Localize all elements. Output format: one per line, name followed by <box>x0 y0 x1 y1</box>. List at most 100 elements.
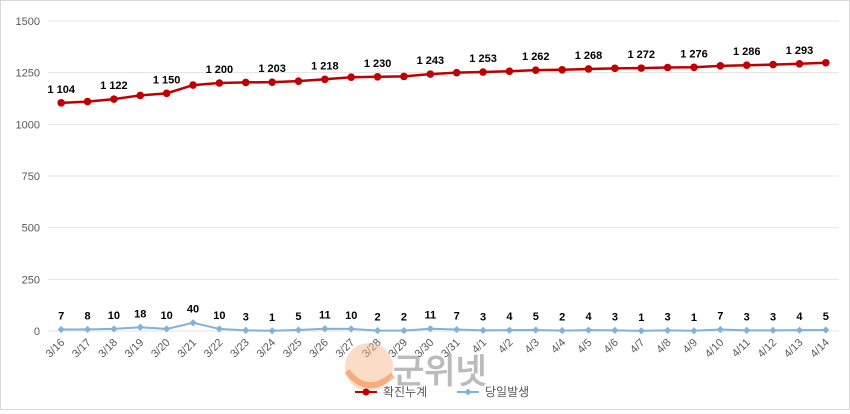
data-point <box>373 326 382 335</box>
data-point <box>215 325 223 333</box>
x-tick-label: 3/17 <box>70 337 94 361</box>
x-tick-label: 4/3 <box>523 337 542 356</box>
x-tick-label: 4/7 <box>628 337 647 356</box>
data-label: 8 <box>84 310 90 322</box>
data-point <box>769 60 777 69</box>
data-label: 7 <box>717 311 723 323</box>
x-tick-label: 4/6 <box>602 337 621 356</box>
data-point <box>57 325 65 334</box>
data-point <box>347 325 355 333</box>
x-tick-label: 4/9 <box>681 337 700 356</box>
data-point <box>611 64 619 73</box>
x-tick-label: 4/8 <box>654 337 673 356</box>
y-tick-label: 750 <box>22 171 40 183</box>
data-point <box>795 326 804 334</box>
data-point <box>532 326 540 334</box>
data-label: 3 <box>744 311 750 323</box>
x-tick-label: 4/13 <box>782 337 806 361</box>
data-point <box>453 325 461 334</box>
data-point <box>558 65 566 74</box>
data-label: 4 <box>796 311 803 323</box>
x-tick-label: 3/21 <box>176 337 200 361</box>
x-tick-label: 4/4 <box>549 337 568 356</box>
legend-swatch-marker <box>362 388 370 396</box>
data-point <box>321 75 329 84</box>
data-point <box>505 326 514 334</box>
data-point <box>822 326 830 334</box>
data-point <box>426 325 434 333</box>
legend-swatch-marker <box>464 388 472 396</box>
data-label: 1 200 <box>206 64 234 76</box>
data-point <box>452 68 461 77</box>
data-label: 10 <box>345 310 357 322</box>
data-label: 1 203 <box>258 63 286 75</box>
data-point <box>742 61 751 70</box>
data-point <box>690 63 698 72</box>
data-label: 3 <box>665 311 671 323</box>
data-point <box>136 323 144 331</box>
data-point <box>716 62 725 70</box>
data-label: 5 <box>295 311 301 323</box>
y-tick-label: 1250 <box>16 68 40 80</box>
data-label: 5 <box>533 311 539 323</box>
x-tick-label: 4/14 <box>808 337 832 361</box>
data-label: 5 <box>823 311 829 323</box>
data-label: 11 <box>319 310 331 322</box>
x-tick-label: 4/11 <box>730 337 753 360</box>
x-tick-label: 3/19 <box>123 337 147 361</box>
data-label: 3 <box>612 311 618 323</box>
series-line <box>61 321 826 332</box>
data-point <box>136 91 145 100</box>
data-point <box>268 78 276 86</box>
data-point <box>110 95 118 103</box>
data-point <box>347 73 356 82</box>
x-tick-label: 3/20 <box>149 337 173 361</box>
data-point <box>400 326 408 335</box>
data-point <box>611 326 619 334</box>
data-point <box>663 63 672 72</box>
watermark-logo: 군위넷 <box>344 343 487 391</box>
data-point <box>373 73 382 81</box>
data-label: 4 <box>585 311 592 323</box>
data-label: 1 293 <box>786 45 814 57</box>
data-point <box>241 78 250 87</box>
x-tick-label: 3/26 <box>307 337 331 361</box>
data-label: 1 262 <box>522 51 550 63</box>
data-label: 1 272 <box>627 49 655 61</box>
y-tick-label: 1000 <box>16 119 40 131</box>
data-label: 7 <box>454 311 460 323</box>
data-point <box>584 65 593 73</box>
data-label: 3 <box>770 311 776 323</box>
data-point <box>268 327 276 335</box>
data-point <box>479 68 487 76</box>
x-tick-label: 3/16 <box>44 337 68 361</box>
data-point <box>795 59 804 68</box>
x-tick-label: 4/5 <box>575 337 594 356</box>
data-point <box>83 97 92 106</box>
data-point <box>716 325 724 334</box>
x-tick-label: 3/23 <box>228 337 252 361</box>
data-point <box>110 325 118 333</box>
data-point <box>743 326 751 334</box>
x-tick-label: 3/22 <box>202 337 226 361</box>
data-label: 3 <box>243 311 249 323</box>
data-point <box>57 99 65 107</box>
legend: 확진누계 당일발생 <box>355 385 529 399</box>
data-label: 2 <box>401 312 407 324</box>
y-tick-label: 1500 <box>16 16 40 28</box>
data-label: 1 <box>269 312 275 324</box>
data-label: 10 <box>108 310 120 322</box>
data-label: 1 150 <box>153 74 181 86</box>
data-label: 1 243 <box>417 55 445 67</box>
data-label: 1 230 <box>364 58 392 70</box>
data-point <box>664 326 672 334</box>
x-tick-label: 3/18 <box>96 337 120 361</box>
data-point <box>584 326 593 334</box>
data-point <box>162 89 171 98</box>
data-point <box>163 325 171 333</box>
legend-label: 당일발생 <box>485 385 529 399</box>
data-point <box>822 58 830 67</box>
data-point <box>558 326 566 335</box>
x-tick-label: 3/24 <box>255 337 279 361</box>
data-point <box>400 72 408 81</box>
